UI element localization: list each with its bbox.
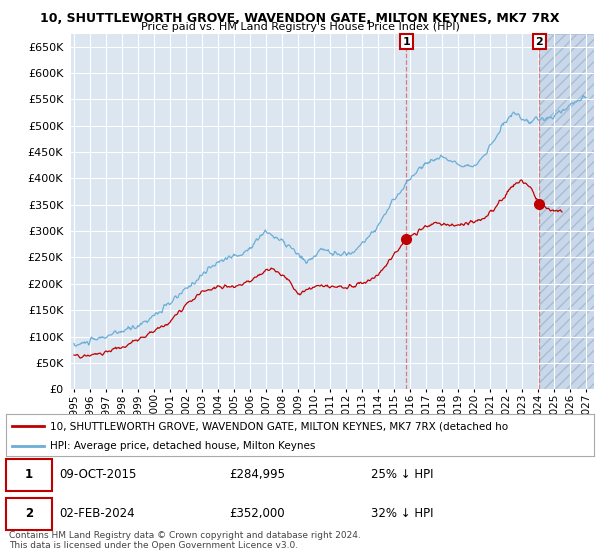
FancyBboxPatch shape: [6, 459, 52, 491]
Text: 02-FEB-2024: 02-FEB-2024: [59, 507, 134, 520]
Text: £352,000: £352,000: [229, 507, 285, 520]
Text: Contains HM Land Registry data © Crown copyright and database right 2024.: Contains HM Land Registry data © Crown c…: [9, 531, 361, 540]
Bar: [539, 34, 600, 389]
Bar: [539, 34, 600, 389]
Text: HPI: Average price, detached house, Milton Keynes: HPI: Average price, detached house, Milt…: [50, 441, 316, 451]
Text: 1: 1: [403, 36, 410, 46]
Text: 2: 2: [25, 507, 33, 520]
Text: 2: 2: [535, 36, 543, 46]
FancyBboxPatch shape: [6, 498, 52, 530]
Text: 1: 1: [25, 468, 33, 481]
Text: 10, SHUTTLEWORTH GROVE, WAVENDON GATE, MILTON KEYNES, MK7 7RX (detached ho: 10, SHUTTLEWORTH GROVE, WAVENDON GATE, M…: [50, 421, 508, 431]
Text: Price paid vs. HM Land Registry's House Price Index (HPI): Price paid vs. HM Land Registry's House …: [140, 22, 460, 32]
Text: 25% ↓ HPI: 25% ↓ HPI: [371, 468, 433, 481]
Text: 32% ↓ HPI: 32% ↓ HPI: [371, 507, 433, 520]
Text: 10, SHUTTLEWORTH GROVE, WAVENDON GATE, MILTON KEYNES, MK7 7RX: 10, SHUTTLEWORTH GROVE, WAVENDON GATE, M…: [40, 12, 560, 25]
Text: 09-OCT-2015: 09-OCT-2015: [59, 468, 136, 481]
Text: This data is licensed under the Open Government Licence v3.0.: This data is licensed under the Open Gov…: [9, 541, 298, 550]
Text: £284,995: £284,995: [229, 468, 286, 481]
